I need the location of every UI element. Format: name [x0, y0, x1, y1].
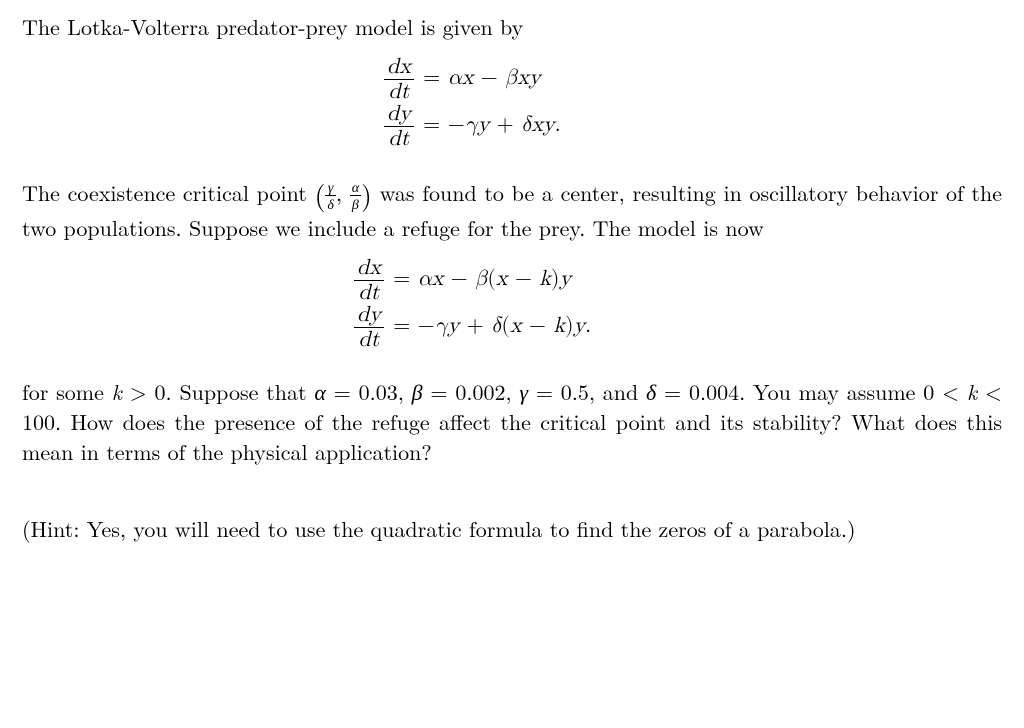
y-symbol: y — [529, 67, 541, 89]
equation-dy-dt-2: dy dt = −γy + δ(x − k)y. — [22, 304, 1002, 351]
gamma-value: 0.5 — [561, 376, 589, 407]
beta-symbol: β — [505, 67, 517, 89]
left-paren: ( — [487, 268, 496, 290]
dt-label: dt — [389, 128, 410, 150]
dx-label: dx — [387, 56, 411, 78]
equals-sign: = — [386, 268, 418, 290]
critpoint-frac-1: γδ — [325, 180, 336, 211]
params-text-e: . How does the presence of the refuge af… — [22, 406, 1002, 467]
period: . — [555, 114, 561, 136]
fraction-dx-dt: dx dt — [352, 257, 386, 304]
fraction-dy-dt: dy dt — [382, 103, 416, 150]
middle-paragraph: The coexistence critical point (γδ, αβ) … — [22, 176, 1002, 243]
plus-sign: + — [459, 315, 491, 337]
gt-sign: > — [122, 376, 155, 407]
dt-label: dt — [359, 282, 380, 304]
gamma-symbol: γ — [465, 114, 478, 136]
left-paren: ( — [314, 174, 325, 214]
dt-label: dt — [359, 329, 380, 351]
fraction-dy-dt: dy dt — [352, 304, 386, 351]
k-symbol: k — [112, 376, 122, 407]
equation-dx-dt-1: dx dt = αx − βxy — [22, 56, 1002, 103]
alpha-value: 0.03 — [359, 376, 398, 407]
y-symbol: y — [448, 315, 460, 337]
equation-block-1: dx dt = αx − βxy dy dt = −γy + δxy. — [22, 56, 1002, 150]
k-symbol: k — [539, 268, 551, 290]
fraction-dx-dt: dx dt — [382, 56, 416, 103]
zero: 0 — [923, 376, 934, 407]
delta-symbol: δ — [646, 376, 656, 407]
beta-symbol: β — [475, 268, 487, 290]
gamma-symbol: γ — [435, 315, 448, 337]
right-paren: ) — [361, 174, 372, 214]
right-paren: ) — [565, 315, 574, 337]
x-symbol: x — [462, 67, 474, 89]
y-symbol: y — [543, 114, 555, 136]
params-text-c: , and — [589, 376, 646, 407]
comma: , — [505, 376, 519, 407]
params-text-a: for some — [22, 376, 112, 407]
y-symbol: y — [574, 315, 586, 337]
page: The Lotka-Volterra predator-prey model i… — [0, 0, 1024, 728]
y-symbol: y — [559, 268, 571, 290]
delta-symbol: δ — [521, 114, 531, 136]
k-symbol: k — [967, 376, 977, 407]
x-symbol: x — [510, 315, 522, 337]
comma: , — [398, 376, 412, 407]
beta-small: β — [352, 194, 359, 214]
minus-sign: − — [473, 67, 505, 89]
dy-label: dy — [387, 103, 411, 125]
intro-text: The Lotka-Volterra predator-prey model i… — [22, 12, 1002, 42]
critpoint-frac-2: αβ — [350, 180, 361, 211]
minus-sign: − — [443, 268, 475, 290]
equation-dy-dt-1: dy dt = −γy + δxy. — [22, 103, 1002, 150]
beta-value: 0.002 — [455, 376, 505, 407]
lt-sign: < — [934, 376, 967, 407]
zero: 0 — [155, 376, 166, 407]
equals-sign: = — [528, 376, 561, 407]
beta-symbol: β — [412, 376, 423, 407]
y-symbol: y — [478, 114, 490, 136]
equals-sign: = — [416, 114, 448, 136]
gamma-symbol: γ — [519, 376, 528, 407]
period: . — [585, 315, 591, 337]
alpha-symbol: α — [314, 376, 326, 407]
dx-label: dx — [357, 257, 381, 279]
alpha-symbol: α — [448, 67, 462, 89]
comma: , — [336, 177, 350, 208]
k-symbol: k — [553, 315, 565, 337]
params-text-b: . Suppose that — [166, 376, 315, 407]
equation-block-2: dx dt = αx − β(x − k)y dy dt = −γy + δ(x… — [22, 257, 1002, 351]
equals-sign: = — [423, 376, 456, 407]
equals-sign: = — [326, 376, 359, 407]
equation-dx-dt-2: dx dt = αx − β(x − k)y — [22, 257, 1002, 304]
x-symbol: x — [517, 67, 529, 89]
neg-sign: − — [448, 114, 465, 136]
minus-sign: − — [508, 268, 540, 290]
minus-sign: − — [522, 315, 554, 337]
x-symbol: x — [531, 114, 543, 136]
params-text-d: . You may assume — [739, 376, 923, 407]
plus-sign: + — [489, 114, 521, 136]
delta-value: 0.004 — [689, 376, 739, 407]
equals-sign: = — [416, 67, 448, 89]
hundred: 100 — [22, 406, 55, 437]
hint-text: (Hint: Yes, you will need to use the qua… — [22, 514, 1002, 544]
dy-label: dy — [357, 304, 381, 326]
dt-label: dt — [389, 81, 410, 103]
alpha-symbol: α — [418, 268, 432, 290]
x-symbol: x — [496, 268, 508, 290]
equals-sign: = — [656, 376, 689, 407]
mid-text-a: The coexistence critical point — [22, 177, 314, 208]
equals-sign: = — [386, 315, 418, 337]
params-paragraph: for some k > 0. Suppose that α = 0.03, β… — [22, 377, 1002, 466]
x-symbol: x — [432, 268, 444, 290]
neg-sign: − — [418, 315, 435, 337]
left-paren: ( — [501, 315, 510, 337]
delta-symbol: δ — [491, 315, 501, 337]
lt-sign: < — [977, 376, 1002, 407]
delta-small: δ — [327, 194, 334, 214]
